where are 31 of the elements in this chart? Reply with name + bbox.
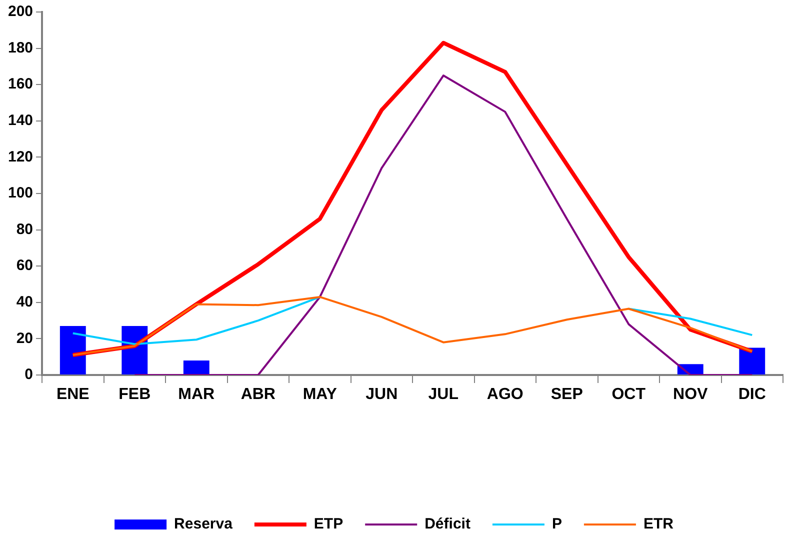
x-tick-label: MAY (302, 386, 338, 404)
y-tick-label: 0 (24, 366, 34, 384)
y-tick-label: 120 (8, 148, 34, 166)
x-tick-label: MAR (178, 386, 216, 404)
x-tick-label: OCT (612, 386, 646, 404)
legend-label: ETR (643, 516, 674, 533)
y-tick-label: 140 (8, 112, 34, 130)
y-tick-label: 180 (8, 39, 34, 56)
y-tick-label: 160 (8, 76, 34, 93)
bar (183, 360, 210, 374)
x-tick-label: FEB (118, 386, 151, 404)
y-tick-label: 60 (16, 257, 34, 274)
x-tick-label: DIC (738, 386, 766, 404)
x-tick-label: ENE (56, 386, 90, 404)
bar (739, 348, 766, 374)
x-tick-label: AGO (486, 386, 524, 404)
x-tick-label: ABR (240, 386, 276, 404)
legend-label: P (552, 516, 562, 533)
x-tick-label: JUN (366, 386, 398, 404)
y-tick-label: 20 (16, 330, 34, 347)
x-tick-label: JUL (428, 386, 459, 404)
bar (60, 326, 86, 374)
x-tick-label: NOV (673, 386, 708, 404)
y-tick-label: 40 (16, 294, 34, 311)
y-tick-label: 80 (16, 220, 34, 238)
legend-label: ETP (314, 516, 344, 533)
x-tick-label: SEP (550, 386, 584, 404)
legend-label: Reserva (174, 516, 234, 533)
legend-label: Déficit (424, 516, 470, 533)
y-tick-label: 100 (8, 184, 34, 202)
y-tick-label: 200 (8, 3, 34, 20)
